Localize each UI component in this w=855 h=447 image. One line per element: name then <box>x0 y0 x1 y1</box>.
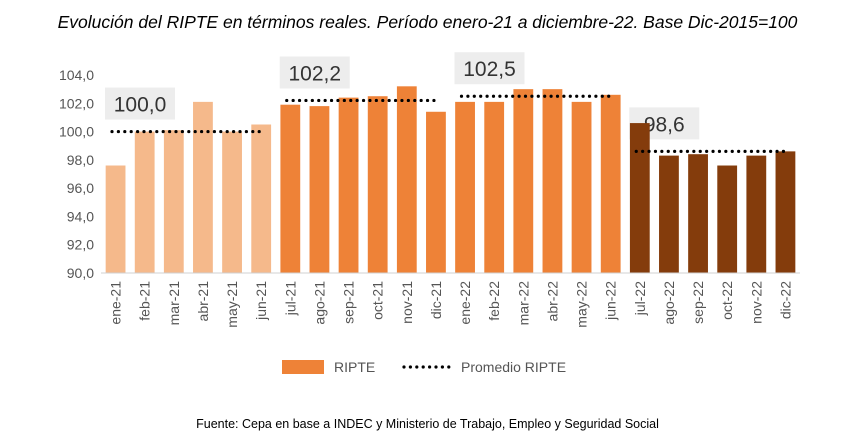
bar <box>455 101 475 273</box>
bar <box>338 97 359 273</box>
y-tick-label: 102,0 <box>59 95 94 111</box>
y-tick-label: 90,0 <box>67 265 94 281</box>
y-tick-label: 94,0 <box>67 208 94 224</box>
x-tick-label: abr-22 <box>544 281 560 322</box>
bar <box>542 89 563 274</box>
average-label: 102,2 <box>288 62 341 85</box>
x-tick-label: sep-21 <box>341 281 357 324</box>
x-tick-label: dic-22 <box>777 281 793 319</box>
bar <box>105 165 126 273</box>
bar <box>688 154 708 273</box>
legend-bar-label: RIPTE <box>334 359 375 375</box>
legend-bar-swatch <box>282 360 324 374</box>
average-label: 100,0 <box>114 94 167 117</box>
x-tick-label: ago-21 <box>311 281 327 325</box>
average-label-box <box>105 87 175 120</box>
x-tick-label: nov-22 <box>748 281 764 324</box>
x-tick-label: feb-22 <box>486 281 502 321</box>
x-tick-label: dic-21 <box>428 281 444 319</box>
legend: RIPTE Promedio RIPTE <box>282 359 566 375</box>
x-tick-label: may-21 <box>224 281 240 328</box>
y-tick-label: 100,0 <box>59 124 94 140</box>
y-tick-label: 92,0 <box>67 237 94 253</box>
x-tick-label: mar-22 <box>515 281 531 326</box>
bar <box>426 111 446 274</box>
x-tick-label: feb-21 <box>137 281 153 321</box>
y-tick-label: 98,0 <box>67 152 94 168</box>
x-tick-label: jun-22 <box>603 281 619 321</box>
average-label-box <box>279 56 350 89</box>
bar <box>717 165 738 273</box>
bar <box>193 101 213 273</box>
average-label: 98,6 <box>644 113 685 136</box>
bar <box>629 123 650 273</box>
bars <box>105 86 796 274</box>
bar <box>396 86 417 273</box>
y-axis: 90,0 92,0 94,0 96,0 98,0 100,0 102,0 104,0 <box>59 67 94 281</box>
x-tick-label: oct-21 <box>370 281 386 320</box>
bar <box>571 101 592 273</box>
bar <box>222 131 242 273</box>
chart-title: Evolución del RIPTE en términos reales. … <box>57 12 798 32</box>
x-tick-label: jul-22 <box>632 281 648 316</box>
y-tick-label: 104,0 <box>59 67 94 83</box>
bar <box>367 96 388 273</box>
x-tick-label: sep-22 <box>690 281 706 324</box>
x-tick-label: ago-22 <box>661 281 677 325</box>
x-tick-label: jun-21 <box>253 281 269 321</box>
average-label-box <box>454 52 525 85</box>
bar <box>600 94 621 273</box>
average-lines <box>110 94 791 153</box>
bar <box>746 155 767 273</box>
x-tick-label: abr-21 <box>195 281 211 322</box>
bar <box>134 131 155 273</box>
bar <box>280 104 301 273</box>
ripte-bar-chart: 90,0 92,0 94,0 96,0 98,0 100,0 102,0 104,0 100,… <box>59 52 800 375</box>
bar <box>309 106 330 273</box>
bar <box>775 151 796 273</box>
bar <box>484 101 505 273</box>
average-label: 102,5 <box>463 58 516 81</box>
x-tick-label: jul-21 <box>282 281 298 316</box>
x-tick-label: nov-21 <box>399 281 415 324</box>
y-tick-label: 96,0 <box>67 180 94 196</box>
bar <box>251 124 272 273</box>
x-tick-label: mar-21 <box>166 281 182 326</box>
x-tick-label: ene-21 <box>108 281 124 325</box>
x-tick-label: may-22 <box>574 281 590 328</box>
x-tick-label: ene-22 <box>457 281 473 325</box>
bar <box>513 89 534 274</box>
legend-line-label: Promedio RIPTE <box>461 359 566 375</box>
bar <box>659 155 679 273</box>
x-tick-label: oct-22 <box>719 281 735 320</box>
source-note: Fuente: Cepa en base a INDEC y Ministeri… <box>196 417 659 431</box>
x-axis: ene-21 feb-21 mar-21 abr-21 may-21 jun-21 jul-… <box>101 272 800 328</box>
bar <box>163 130 184 273</box>
